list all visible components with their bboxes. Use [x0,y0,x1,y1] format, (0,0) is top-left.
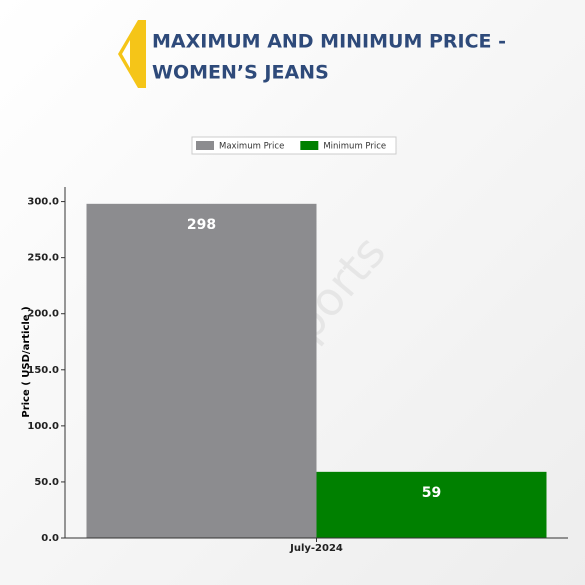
y-tick-label: 100.0 [27,421,59,432]
y-tick-label: 150.0 [27,365,59,376]
data-label: 298 [187,217,216,233]
chart-title: WOMEN’S JEANS [152,62,329,84]
y-tick-label: 0.0 [41,533,59,544]
legend-label: Maximum Price [219,142,284,152]
x-tick-label: July-2024 [289,543,343,554]
data-label: 59 [422,485,441,501]
bar [86,203,317,538]
chart-title: MAXIMUM AND MINIMUM PRICE - [152,31,506,53]
y-tick-label: 50.0 [34,477,59,488]
legend-swatch [196,141,214,150]
legend-swatch [300,141,319,150]
title-decoration-cut [122,40,130,68]
y-tick-label: 200.0 [27,309,59,320]
legend-box [191,136,397,155]
title-decoration [118,20,146,88]
y-tick-label: 300.0 [27,197,59,208]
bar [316,471,547,538]
y-tick-label: 250.0 [27,253,59,264]
legend-label: Minimum Price [323,142,386,152]
y-axis-label: Price ( USD/article ) [21,306,32,417]
